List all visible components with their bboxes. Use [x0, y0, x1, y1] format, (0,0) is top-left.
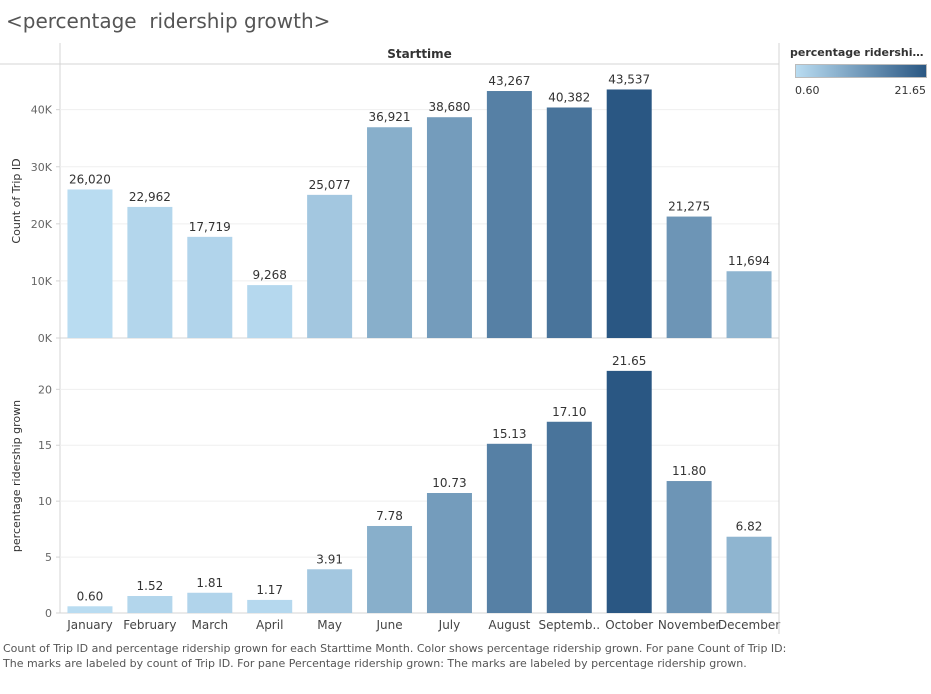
x-tick-label: March	[191, 618, 228, 632]
bar-january	[67, 606, 113, 613]
bar-july	[426, 492, 472, 613]
legend-title: percentage ridership g..	[790, 46, 926, 59]
bar-value-label: 38,680	[428, 100, 470, 114]
bar-december	[726, 536, 772, 613]
bar-value-label: 11.80	[672, 464, 706, 478]
bar-value-label: 0.60	[77, 589, 104, 603]
y-tick-label: 10	[38, 495, 52, 508]
bar-value-label: 36,921	[369, 110, 411, 124]
bar-february	[127, 206, 173, 338]
bar-february	[127, 596, 173, 613]
y-axis-title: Count of Trip ID	[10, 158, 23, 243]
x-tick-label: August	[488, 618, 530, 632]
bar-septemb	[546, 107, 592, 338]
x-tick-label: January	[66, 618, 113, 632]
bar-value-label: 43,537	[608, 72, 650, 86]
bar-june	[367, 525, 413, 613]
x-tick-label: July	[438, 618, 461, 632]
bar-value-label: 26,020	[69, 172, 111, 186]
x-tick-label: June	[375, 618, 402, 632]
bar-may	[307, 569, 353, 613]
bar-value-label: 17.10	[552, 405, 586, 419]
bar-value-label: 22,962	[129, 190, 171, 204]
bar-august	[486, 91, 532, 338]
x-tick-label: November	[658, 618, 720, 632]
y-tick-label: 40K	[31, 104, 53, 117]
column-header-starttime: Starttime	[387, 47, 452, 61]
legend-max-label: 21.65	[894, 84, 927, 97]
bar-march	[187, 236, 233, 338]
bar-april	[247, 599, 293, 613]
bar-septemb	[546, 421, 592, 613]
bar-value-label: 9,268	[253, 268, 287, 282]
y-tick-label: 10K	[31, 275, 53, 288]
bar-march	[187, 592, 233, 613]
bar-value-label: 7.78	[376, 509, 403, 523]
bar-value-label: 15.13	[492, 427, 526, 441]
bar-june	[367, 127, 413, 339]
bar-october	[606, 370, 652, 613]
y-tick-label: 30K	[31, 161, 53, 174]
x-tick-label: Septemb..	[538, 618, 600, 632]
bar-july	[426, 117, 472, 339]
bar-may	[307, 194, 353, 338]
y-tick-label: 0K	[38, 332, 53, 345]
bar-august	[486, 443, 532, 613]
x-tick-label: April	[256, 618, 283, 632]
bar-value-label: 1.17	[256, 583, 283, 597]
bar-value-label: 1.52	[137, 579, 164, 593]
bar-value-label: 11,694	[728, 254, 770, 268]
bar-value-label: 21,275	[668, 200, 710, 214]
bar-december	[726, 271, 772, 338]
y-tick-label: 5	[45, 551, 52, 564]
chart-title: <percentage ridership growth>	[6, 9, 331, 33]
y-tick-label: 20	[38, 383, 52, 396]
y-tick-label: 0	[45, 607, 52, 620]
y-tick-label: 15	[38, 439, 52, 452]
bar-april	[247, 285, 293, 338]
x-tick-label: December	[718, 618, 780, 632]
y-axis-title: percentage ridership grown	[10, 400, 23, 552]
legend-gradient-bar	[795, 64, 927, 78]
x-tick-label: February	[123, 618, 176, 632]
x-tick-label: October	[605, 618, 653, 632]
y-tick-label: 20K	[31, 218, 53, 231]
legend-min-label: 0.60	[795, 84, 820, 97]
bar-value-label: 10.73	[432, 476, 466, 490]
dual-pane-bar-chart: Starttime 0K 10K 20K 30K 40K Count of Trip ID 2…	[0, 43, 780, 634]
chart-caption: Count of Trip ID and percentage ridershi…	[3, 642, 787, 670]
bar-value-label: 43,267	[488, 74, 530, 88]
bar-value-label: 3.91	[316, 552, 343, 566]
bar-value-label: 25,077	[309, 178, 351, 192]
bar-value-label: 17,719	[189, 220, 231, 234]
bar-value-label: 1.81	[196, 576, 223, 590]
bar-november	[666, 481, 712, 613]
bar-value-label: 6.82	[736, 520, 763, 534]
bar-october	[606, 89, 652, 338]
bar-value-label: 40,382	[548, 90, 590, 104]
color-legend[interactable]: percentage ridership g.. 0.60 21.65	[790, 46, 928, 97]
bar-january	[67, 189, 113, 338]
bar-november	[666, 216, 712, 338]
x-tick-label: May	[317, 618, 342, 632]
bar-value-label: 21.65	[612, 354, 646, 368]
